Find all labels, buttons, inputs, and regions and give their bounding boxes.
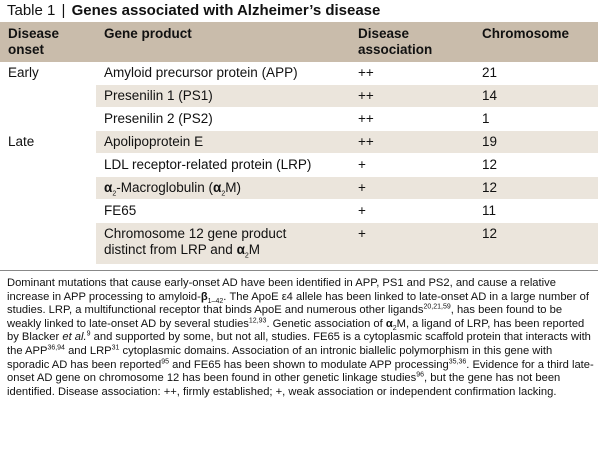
reference-superscript: 96 bbox=[416, 371, 425, 379]
cell-association: + bbox=[358, 203, 366, 218]
alpha-symbol: α bbox=[213, 180, 222, 195]
row-shading bbox=[96, 223, 598, 264]
table-row: Chromosome 12 gene product distinct from… bbox=[0, 223, 598, 264]
gene-text: Chromosome 12 gene product bbox=[104, 226, 287, 241]
cell-gene-product: Amyloid precursor protein (APP) bbox=[104, 65, 298, 80]
footnote-text: and LRP bbox=[64, 344, 112, 357]
header-disease-association-line1: Disease bbox=[358, 26, 410, 41]
reference-superscript: 35,36 bbox=[448, 357, 467, 365]
subscript: 2 bbox=[221, 190, 226, 198]
cell-gene-product: LDL receptor-related protein (LRP) bbox=[104, 157, 312, 172]
footnote-text: and supported by some, but not all, stud… bbox=[7, 331, 591, 357]
row-divider bbox=[96, 222, 598, 223]
table-title: Table 1 | Genes associated with Alzheime… bbox=[7, 0, 380, 22]
cell-chromosome: 11 bbox=[482, 203, 497, 218]
cell-gene-product: Presenilin 2 (PS2) bbox=[104, 111, 213, 126]
subscript: 2 bbox=[392, 325, 397, 333]
header-disease-association-line2: association bbox=[358, 42, 433, 57]
row-divider bbox=[96, 130, 598, 131]
table-row: FE65 + 11 bbox=[0, 200, 598, 223]
gene-text: M) bbox=[225, 180, 241, 195]
header-disease-onset-line2: onset bbox=[8, 42, 45, 57]
header-disease-onset-line1: Disease bbox=[8, 26, 60, 41]
cell-chromosome: 21 bbox=[482, 65, 498, 80]
header-gene-product: Gene product bbox=[104, 26, 192, 41]
cell-gene-product: Presenilin 1 (PS1) bbox=[104, 88, 213, 103]
row-divider bbox=[96, 176, 598, 177]
subscript: 1–42 bbox=[207, 297, 224, 305]
header-disease-association: Disease association bbox=[358, 26, 432, 58]
row-shading bbox=[96, 131, 598, 154]
table-row: Presenilin 2 (PS2) ++ 1 bbox=[0, 108, 598, 131]
title-separator: | bbox=[61, 2, 66, 19]
footnote-text: . Genetic association of bbox=[266, 317, 386, 330]
table-header-row: Disease onset Gene product Disease assoc… bbox=[0, 22, 598, 62]
cell-association: ++ bbox=[358, 134, 374, 149]
row-shading bbox=[96, 85, 598, 108]
table-bottom-rule bbox=[0, 270, 598, 271]
reference-superscript: 20,21,59 bbox=[423, 303, 451, 311]
footnote-text: Dominant mutations that cause early-onse… bbox=[7, 277, 556, 303]
footnote-text: . Evidence for a third late-onset AD gen… bbox=[7, 358, 594, 385]
footnote-text: M, a ligand of LRP, has been reported by… bbox=[7, 317, 585, 344]
cell-association: ++ bbox=[358, 88, 374, 103]
alpha-symbol: α bbox=[385, 317, 393, 330]
cell-association: + bbox=[358, 180, 366, 195]
cell-gene-product: FE65 bbox=[104, 203, 137, 218]
header-chromosome: Chromosome bbox=[482, 26, 570, 41]
cell-gene-product: α2-Macroglobulin (α2M) bbox=[104, 180, 241, 198]
cell-chromosome: 19 bbox=[482, 134, 498, 149]
row-shading bbox=[96, 177, 598, 200]
row-divider bbox=[96, 107, 598, 108]
table-row: Presenilin 1 (PS1) ++ 14 bbox=[0, 85, 598, 108]
table-title-text: Genes associated with Alzheimer’s diseas… bbox=[71, 2, 381, 19]
reference-superscript: 31 bbox=[111, 344, 120, 352]
footnote-text: , has been found to be weakly linked to … bbox=[7, 304, 563, 330]
table-row: Early Amyloid precursor protein (APP) ++… bbox=[0, 62, 598, 85]
beta-symbol: β bbox=[200, 290, 208, 303]
table-number: Table 1 bbox=[7, 2, 56, 19]
gene-text: distinct from LRP and bbox=[104, 242, 237, 257]
reference-superscript: 95 bbox=[161, 357, 170, 365]
alpha-symbol: α bbox=[236, 242, 245, 257]
cell-onset: Early bbox=[8, 65, 39, 80]
cell-association: ++ bbox=[358, 65, 374, 80]
cell-association: ++ bbox=[358, 111, 374, 126]
footnote-text: . The ApoE ε4 allele has been linked to … bbox=[7, 290, 589, 317]
row-divider bbox=[96, 84, 598, 85]
cell-onset: Late bbox=[8, 134, 35, 149]
header-disease-onset: Disease onset bbox=[8, 26, 59, 58]
alpha-symbol: α bbox=[104, 180, 113, 195]
table-row: LDL receptor-related protein (LRP) + 12 bbox=[0, 154, 598, 177]
cell-chromosome: 12 bbox=[482, 180, 498, 195]
reference-superscript: 12,93 bbox=[248, 317, 267, 325]
subscript: 2 bbox=[244, 252, 249, 260]
gene-text-line2: distinct from LRP and α2M bbox=[104, 242, 286, 260]
cell-association: + bbox=[358, 226, 366, 241]
footnote-text: and FE65 has been shown to modulate APP … bbox=[169, 358, 449, 371]
et-al-italic: et al. bbox=[62, 331, 87, 344]
footnote-text: , but the gene has not been identified. … bbox=[7, 372, 561, 398]
table-row: Late Apolipoprotein E ++ 19 bbox=[0, 131, 598, 154]
cell-chromosome: 12 bbox=[482, 226, 498, 241]
cell-gene-product: Chromosome 12 gene product distinct from… bbox=[104, 226, 287, 260]
reference-superscript: 36,94 bbox=[47, 344, 65, 352]
cell-association: + bbox=[358, 157, 366, 172]
gene-text: M bbox=[248, 242, 261, 257]
gene-text: -Macroglobulin ( bbox=[116, 180, 214, 195]
row-divider bbox=[96, 199, 598, 200]
reference-superscript: 9 bbox=[86, 330, 91, 338]
row-divider bbox=[96, 153, 598, 154]
cell-gene-product: Apolipoprotein E bbox=[104, 134, 204, 149]
genes-table: Disease onset Gene product Disease assoc… bbox=[0, 22, 598, 264]
cell-chromosome: 14 bbox=[482, 88, 498, 103]
footnote-text: cytoplasmic domains. Association of an i… bbox=[7, 344, 553, 371]
table-footnote: Dominant mutations that cause early-onse… bbox=[7, 277, 595, 399]
subscript: 2 bbox=[112, 190, 117, 198]
cell-chromosome: 1 bbox=[482, 111, 490, 126]
cell-chromosome: 12 bbox=[482, 157, 498, 172]
table-row: α2-Macroglobulin (α2M) + 12 bbox=[0, 177, 598, 200]
